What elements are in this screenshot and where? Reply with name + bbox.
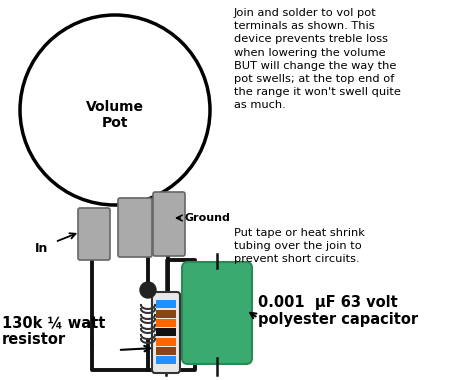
Text: Ground: Ground	[185, 213, 231, 223]
Bar	[156, 356, 176, 364]
Circle shape	[140, 282, 156, 298]
Bar	[156, 300, 176, 308]
Text: Join and solder to vol pot
terminals as shown. This
device prevents treble loss
: Join and solder to vol pot terminals as …	[234, 8, 401, 111]
FancyBboxPatch shape	[153, 192, 185, 256]
Bar	[156, 328, 176, 336]
Bar	[156, 347, 176, 355]
Text: Volume
Pot: Volume Pot	[86, 100, 144, 130]
Text: 0.001  μF 63 volt
polyester capacitor: 0.001 μF 63 volt polyester capacitor	[258, 295, 418, 328]
Text: Put tape or heat shrink
tubing over the join to
prevent short circuits.: Put tape or heat shrink tubing over the …	[234, 228, 365, 264]
FancyBboxPatch shape	[78, 208, 110, 260]
FancyBboxPatch shape	[118, 198, 152, 257]
FancyBboxPatch shape	[182, 262, 252, 364]
Text: 130k ¼ watt
resistor: 130k ¼ watt resistor	[2, 315, 105, 347]
FancyBboxPatch shape	[152, 292, 180, 373]
Circle shape	[20, 15, 210, 205]
Text: In: In	[35, 242, 48, 255]
Bar	[156, 310, 176, 318]
Bar	[156, 338, 176, 346]
Bar	[156, 319, 176, 327]
